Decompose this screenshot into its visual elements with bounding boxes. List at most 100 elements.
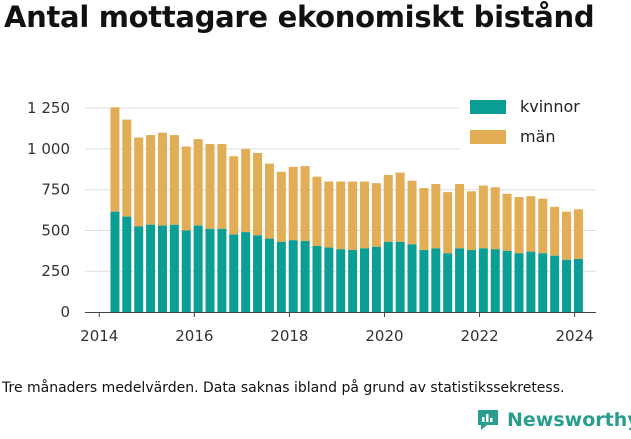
bar-man — [562, 211, 572, 260]
bar-man — [217, 144, 227, 229]
bar-man — [205, 144, 215, 229]
bar-kvinnor — [324, 247, 334, 312]
bar-kvinnor — [157, 225, 167, 312]
bar-man — [157, 132, 167, 226]
bar-man — [110, 107, 120, 212]
bar-man — [169, 135, 179, 225]
bar-man — [538, 198, 548, 254]
bar-man — [288, 166, 298, 241]
y-tick-label: 1 250 — [27, 99, 70, 117]
bar-man — [443, 192, 453, 254]
legend: kvinnor män — [460, 92, 600, 150]
bar-kvinnor — [122, 216, 132, 312]
bar-kvinnor — [193, 225, 203, 312]
bar-kvinnor — [502, 250, 512, 312]
bar-kvinnor — [466, 250, 476, 312]
x-tick-label: 2024 — [556, 327, 594, 345]
y-tick-label: 1 000 — [27, 140, 70, 158]
newsworthy-logo-icon — [478, 410, 498, 430]
bar-kvinnor — [562, 259, 572, 312]
legend-label: män — [520, 127, 556, 146]
brand-name: Newsworthy — [507, 409, 631, 431]
bar-kvinnor — [360, 248, 370, 312]
bar-kvinnor — [264, 238, 274, 312]
bar-man — [276, 171, 286, 242]
bar-man — [146, 135, 156, 225]
bar-man — [181, 146, 191, 231]
legend-label: kvinnor — [520, 97, 580, 116]
bar-kvinnor — [348, 250, 358, 312]
bar-kvinnor — [300, 241, 310, 312]
bar-kvinnor — [383, 241, 393, 312]
x-tick-label: 2016 — [175, 327, 213, 345]
bar-man — [324, 181, 334, 248]
y-tick-label: 0 — [60, 303, 70, 321]
bar-man — [514, 197, 524, 254]
x-tick-label: 2022 — [460, 327, 498, 345]
x-tick-label: 2020 — [365, 327, 403, 345]
y-tick-label: 500 — [41, 221, 70, 239]
bar-man — [407, 180, 417, 245]
bar-man — [241, 148, 251, 233]
bar-kvinnor — [455, 248, 465, 312]
bar-kvinnor — [550, 255, 560, 312]
bar-man — [478, 185, 488, 249]
bar-man — [419, 188, 429, 251]
bar-kvinnor — [407, 244, 417, 312]
bar-kvinnor — [514, 253, 524, 312]
bar-man — [455, 183, 465, 249]
chart-title: Antal mottagare ekonomiskt bistånd — [4, 0, 595, 34]
bar-kvinnor — [312, 245, 322, 312]
bar-kvinnor — [490, 249, 500, 312]
bar-kvinnor — [371, 246, 381, 312]
bar-man — [336, 181, 346, 250]
legend-swatch — [470, 100, 506, 114]
bar-kvinnor — [134, 226, 144, 312]
x-tick-label: 2018 — [270, 327, 308, 345]
bar-kvinnor — [217, 228, 227, 312]
bar-man — [253, 153, 263, 236]
legend-swatch — [470, 130, 506, 144]
bar-man — [502, 193, 512, 251]
bar-kvinnor — [276, 241, 286, 312]
bar-man — [371, 183, 381, 247]
brand-logo[interactable]: Newsworthy — [475, 407, 631, 433]
bar-man — [526, 196, 536, 252]
bar-kvinnor — [395, 241, 405, 312]
bar-man — [490, 187, 500, 250]
bar-kvinnor — [288, 240, 298, 312]
bar-man — [122, 119, 132, 217]
bar-kvinnor — [443, 253, 453, 312]
bar-kvinnor — [526, 251, 536, 312]
bar-kvinnor — [181, 230, 191, 312]
bar-man — [348, 181, 358, 251]
bar-kvinnor — [229, 234, 239, 312]
bar-kvinnor — [419, 250, 429, 312]
bar-man — [550, 206, 560, 256]
bar-man — [431, 183, 441, 249]
bar-man — [360, 181, 370, 249]
bar-man — [229, 156, 239, 235]
bar-man — [193, 139, 203, 226]
x-tick-label: 2014 — [80, 327, 118, 345]
bar-man — [134, 137, 144, 227]
bar-man — [383, 175, 393, 242]
bar-man — [312, 176, 322, 246]
bar-kvinnor — [538, 253, 548, 312]
bar-kvinnor — [110, 211, 120, 312]
bar-man — [466, 191, 476, 251]
footnote: Tre månaders medelvärden. Data saknas ib… — [2, 380, 565, 396]
bar-kvinnor — [241, 232, 251, 312]
axes: 0 250 500 750 1 000 1 250 2014 2016 2018 2020 2022… — [27, 99, 596, 345]
bar-man — [264, 163, 274, 239]
y-tick-label: 750 — [41, 181, 70, 199]
bar-kvinnor — [478, 248, 488, 312]
bar-kvinnor — [253, 235, 263, 312]
bar-kvinnor — [573, 259, 583, 312]
bar-kvinnor — [146, 224, 156, 312]
bars — [110, 107, 583, 312]
y-tick-label: 250 — [41, 262, 70, 280]
bar-kvinnor — [169, 224, 179, 312]
bar-man — [395, 172, 405, 242]
